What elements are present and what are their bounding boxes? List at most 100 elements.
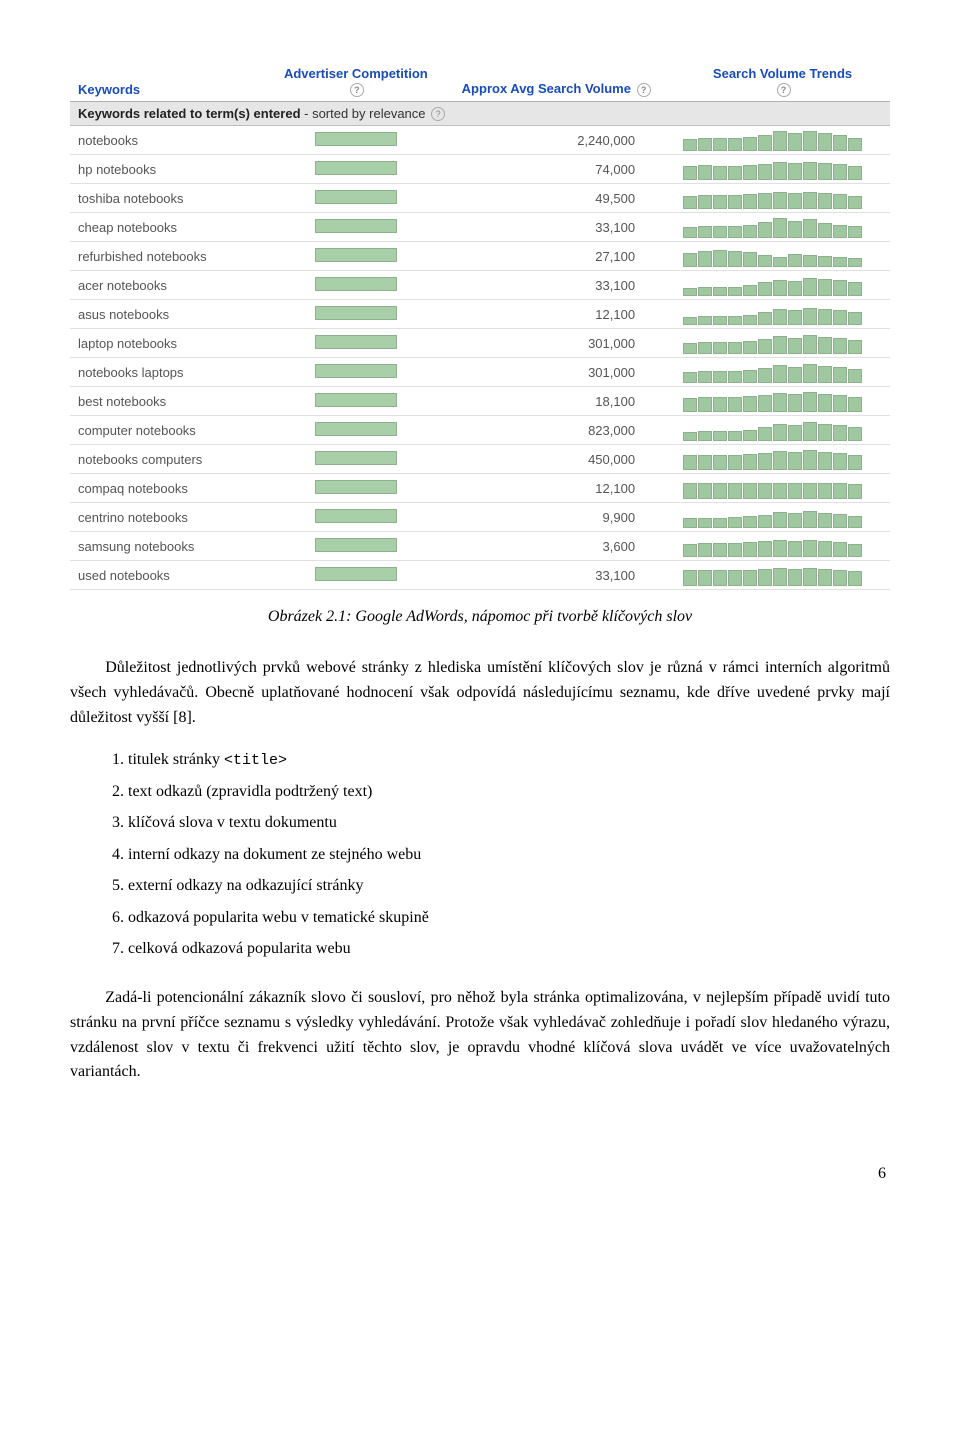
col-competition[interactable]: Advertiser Competition ? bbox=[274, 60, 437, 101]
competition-bar bbox=[315, 422, 397, 436]
volume-cell: 74,000 bbox=[437, 155, 675, 184]
body-text: Důležitost jednotlivých prvků webové str… bbox=[70, 656, 890, 1085]
table-row: laptop notebooks 301,000 bbox=[70, 329, 890, 358]
table-row: centrino notebooks9,900 bbox=[70, 503, 890, 532]
table-row: asus notebooks12,100 bbox=[70, 300, 890, 329]
list-item: klíčová slova v textu dokumentu bbox=[128, 810, 890, 836]
importance-list: titulek stránky <title>text odkazů (zpra… bbox=[70, 747, 890, 963]
trend-sparkline bbox=[683, 332, 882, 354]
trend-cell bbox=[675, 242, 890, 271]
trend-sparkline bbox=[683, 274, 882, 296]
competition-bar bbox=[315, 567, 397, 581]
adwords-screenshot: Keywords Advertiser Competition ? Approx… bbox=[70, 60, 890, 590]
col-volume[interactable]: Approx Avg Search Volume ? bbox=[437, 60, 675, 101]
trend-cell bbox=[675, 561, 890, 590]
list-item: externí odkazy na odkazující stránky bbox=[128, 873, 890, 899]
col-keywords[interactable]: Keywords bbox=[70, 60, 274, 101]
keyword-cell: hp notebooks bbox=[70, 155, 274, 184]
list-item: odkazová popularita webu v tematické sku… bbox=[128, 905, 890, 931]
trend-sparkline bbox=[683, 506, 882, 528]
trend-sparkline bbox=[683, 448, 882, 470]
trend-sparkline bbox=[683, 216, 882, 238]
table-row: acer notebooks 33,100 bbox=[70, 271, 890, 300]
help-icon[interactable]: ? bbox=[431, 107, 445, 121]
volume-cell: 33,100 bbox=[437, 271, 675, 300]
keyword-cell: refurbished notebooks bbox=[70, 242, 274, 271]
table-row: used notebooks 33,100 bbox=[70, 561, 890, 590]
table-row: notebooks2,240,000 bbox=[70, 126, 890, 155]
table-row: hp notebooks 74,000 bbox=[70, 155, 890, 184]
help-icon[interactable]: ? bbox=[637, 83, 651, 97]
competition-cell bbox=[274, 213, 437, 242]
figure-caption: Obrázek 2.1: Google AdWords, nápomoc při… bbox=[70, 608, 890, 626]
trend-cell bbox=[675, 126, 890, 155]
competition-cell bbox=[274, 503, 437, 532]
keyword-cell: cheap notebooks bbox=[70, 213, 274, 242]
keyword-cell: computer notebooks bbox=[70, 416, 274, 445]
subheader-rest: - sorted by relevance bbox=[301, 106, 426, 121]
trend-sparkline bbox=[683, 477, 882, 499]
volume-cell: 27,100 bbox=[437, 242, 675, 271]
competition-bar bbox=[315, 509, 397, 523]
keyword-cell: used notebooks bbox=[70, 561, 274, 590]
paragraph-2: Zadá-li potencionální zákazník slovo či … bbox=[70, 986, 890, 1085]
competition-bar bbox=[315, 538, 397, 552]
trend-cell bbox=[675, 329, 890, 358]
competition-cell bbox=[274, 532, 437, 561]
list-item: celková odkazová popularita webu bbox=[128, 936, 890, 962]
competition-cell bbox=[274, 300, 437, 329]
competition-bar bbox=[315, 364, 397, 378]
keyword-cell: acer notebooks bbox=[70, 271, 274, 300]
volume-cell: 33,100 bbox=[437, 561, 675, 590]
competition-bar bbox=[315, 306, 397, 320]
trend-cell bbox=[675, 213, 890, 242]
help-icon[interactable]: ? bbox=[350, 83, 364, 97]
trend-sparkline bbox=[683, 187, 882, 209]
competition-cell bbox=[274, 155, 437, 184]
col-trends-label: Search Volume Trends bbox=[713, 66, 852, 81]
trend-cell bbox=[675, 387, 890, 416]
volume-cell: 450,000 bbox=[437, 445, 675, 474]
table-row: cheap notebooks 33,100 bbox=[70, 213, 890, 242]
competition-bar bbox=[315, 132, 397, 146]
trend-sparkline bbox=[683, 158, 882, 180]
code-tag: <title> bbox=[224, 752, 287, 769]
competition-bar bbox=[315, 480, 397, 494]
keyword-cell: asus notebooks bbox=[70, 300, 274, 329]
trend-cell bbox=[675, 184, 890, 213]
competition-bar bbox=[315, 393, 397, 407]
keyword-cell: toshiba notebooks bbox=[70, 184, 274, 213]
trend-sparkline bbox=[683, 390, 882, 412]
competition-cell bbox=[274, 242, 437, 271]
competition-cell bbox=[274, 387, 437, 416]
keyword-table: Keywords Advertiser Competition ? Approx… bbox=[70, 60, 890, 590]
keyword-cell: samsung notebooks bbox=[70, 532, 274, 561]
volume-cell: 49,500 bbox=[437, 184, 675, 213]
trend-cell bbox=[675, 532, 890, 561]
col-trends[interactable]: Search Volume Trends ? bbox=[675, 60, 890, 101]
trend-cell bbox=[675, 474, 890, 503]
trend-cell bbox=[675, 358, 890, 387]
list-item: titulek stránky <title> bbox=[128, 747, 890, 773]
keyword-cell: notebooks computers bbox=[70, 445, 274, 474]
volume-cell: 823,000 bbox=[437, 416, 675, 445]
competition-cell bbox=[274, 358, 437, 387]
trend-sparkline bbox=[683, 129, 882, 151]
competition-bar bbox=[315, 451, 397, 465]
competition-cell bbox=[274, 126, 437, 155]
trend-sparkline bbox=[683, 564, 882, 586]
help-icon[interactable]: ? bbox=[777, 83, 791, 97]
volume-cell: 3,600 bbox=[437, 532, 675, 561]
table-row: notebooks laptops301,000 bbox=[70, 358, 890, 387]
competition-bar bbox=[315, 190, 397, 204]
table-row: samsung notebooks 3,600 bbox=[70, 532, 890, 561]
competition-cell bbox=[274, 416, 437, 445]
trend-sparkline bbox=[683, 419, 882, 441]
volume-cell: 33,100 bbox=[437, 213, 675, 242]
table-row: compaq notebooks12,100 bbox=[70, 474, 890, 503]
competition-cell bbox=[274, 561, 437, 590]
table-row: refurbished notebooks 27,100 bbox=[70, 242, 890, 271]
volume-cell: 301,000 bbox=[437, 329, 675, 358]
table-row: toshiba notebooks 49,500 bbox=[70, 184, 890, 213]
keyword-cell: laptop notebooks bbox=[70, 329, 274, 358]
